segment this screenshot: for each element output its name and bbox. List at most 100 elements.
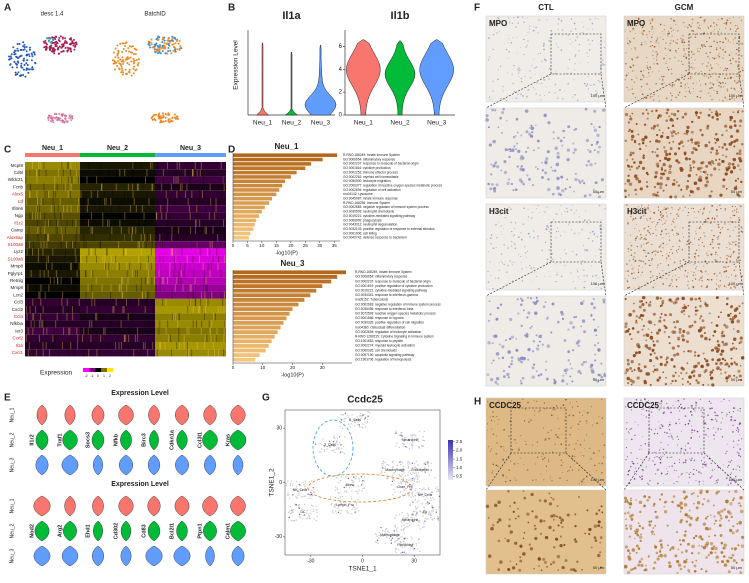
nucleus bbox=[730, 135, 733, 138]
nucleus bbox=[692, 22, 693, 23]
nucleus bbox=[566, 178, 568, 180]
texture bbox=[187, 256, 188, 263]
nucleus bbox=[509, 207, 510, 208]
nucleus bbox=[629, 117, 632, 120]
nucleus bbox=[734, 210, 735, 211]
nucleus bbox=[632, 220, 633, 221]
nucleus bbox=[490, 243, 492, 245]
nucleus bbox=[627, 87, 628, 88]
nucleus bbox=[507, 247, 508, 248]
cell-dot bbox=[306, 518, 307, 519]
texture bbox=[80, 256, 81, 263]
nucleus bbox=[699, 249, 700, 250]
texture bbox=[77, 335, 78, 342]
nucleus bbox=[526, 267, 527, 268]
texture bbox=[124, 335, 125, 342]
cell-dot bbox=[343, 446, 344, 447]
nucleus bbox=[593, 260, 594, 261]
nucleus bbox=[541, 176, 544, 179]
nucleus bbox=[709, 374, 711, 376]
cell-dot bbox=[17, 71, 19, 73]
texture bbox=[165, 299, 166, 306]
nucleus bbox=[630, 243, 631, 244]
cell-dot bbox=[407, 526, 408, 527]
nucleus bbox=[643, 250, 644, 251]
nucleus bbox=[673, 40, 675, 42]
cell-dot bbox=[25, 62, 27, 64]
nucleus bbox=[700, 300, 702, 302]
nucleus bbox=[508, 376, 510, 378]
term-label: GO:0002694: regulation of leukocyte acti… bbox=[355, 330, 421, 334]
violin bbox=[62, 546, 78, 566]
nucleus bbox=[633, 218, 635, 220]
nucleus bbox=[535, 124, 537, 126]
nucleus bbox=[668, 275, 669, 276]
nucleus bbox=[520, 303, 523, 306]
texture bbox=[166, 212, 167, 219]
nucleus bbox=[577, 36, 579, 38]
nucleus bbox=[644, 41, 645, 42]
nucleus bbox=[721, 18, 723, 20]
nucleus bbox=[573, 191, 575, 193]
nucleus bbox=[646, 57, 647, 58]
nucleus bbox=[657, 192, 659, 194]
cell-dot bbox=[158, 36, 160, 38]
nucleus bbox=[659, 376, 662, 379]
nucleus bbox=[526, 333, 529, 336]
cell-dot bbox=[393, 472, 394, 473]
nucleus bbox=[526, 96, 528, 98]
nucleus bbox=[705, 46, 706, 47]
nucleus bbox=[525, 151, 527, 153]
nucleus bbox=[572, 97, 573, 98]
nucleus bbox=[655, 194, 658, 197]
cell-dot bbox=[299, 504, 300, 505]
cell-dot bbox=[54, 118, 56, 120]
nucleus bbox=[698, 270, 699, 271]
nucleus bbox=[491, 362, 493, 364]
nucleus bbox=[532, 281, 533, 282]
nucleus bbox=[667, 35, 668, 36]
nucleus bbox=[735, 241, 736, 242]
nucleus bbox=[527, 251, 528, 252]
cell-dot bbox=[428, 489, 429, 490]
cell-dot bbox=[124, 45, 126, 47]
nucleus bbox=[538, 288, 540, 290]
nucleus bbox=[584, 249, 585, 250]
cell-dot bbox=[16, 73, 18, 75]
texture bbox=[87, 306, 88, 313]
nucleus bbox=[655, 283, 656, 284]
gene-label: Ltf bbox=[18, 199, 24, 204]
nucleus bbox=[629, 379, 632, 382]
nucleus bbox=[599, 277, 600, 278]
nucleus bbox=[505, 217, 507, 219]
nucleus bbox=[712, 217, 713, 218]
nucleus bbox=[570, 39, 571, 40]
nucleus bbox=[695, 72, 697, 74]
nucleus bbox=[739, 312, 741, 314]
texture bbox=[212, 198, 213, 205]
nucleus bbox=[716, 47, 717, 48]
cell-dot bbox=[402, 462, 403, 463]
cell-dot bbox=[167, 38, 169, 40]
nucleus bbox=[694, 60, 695, 61]
texture bbox=[125, 234, 126, 241]
cell-dot bbox=[365, 426, 366, 427]
nucleus bbox=[734, 80, 735, 81]
texture bbox=[211, 292, 212, 299]
nucleus bbox=[558, 47, 559, 48]
texture bbox=[70, 162, 71, 169]
texture bbox=[90, 335, 91, 342]
texture bbox=[223, 335, 224, 342]
nucleus bbox=[656, 296, 659, 299]
nucleus bbox=[681, 74, 682, 75]
cell-dot bbox=[422, 440, 423, 441]
nucleus bbox=[547, 121, 550, 124]
nucleus bbox=[699, 112, 701, 114]
nucleus bbox=[518, 236, 520, 238]
violin bbox=[148, 405, 159, 425]
nucleus bbox=[720, 280, 721, 281]
nucleus bbox=[666, 136, 669, 139]
nucleus bbox=[738, 245, 739, 246]
nucleus bbox=[733, 42, 734, 43]
texture bbox=[146, 263, 147, 270]
